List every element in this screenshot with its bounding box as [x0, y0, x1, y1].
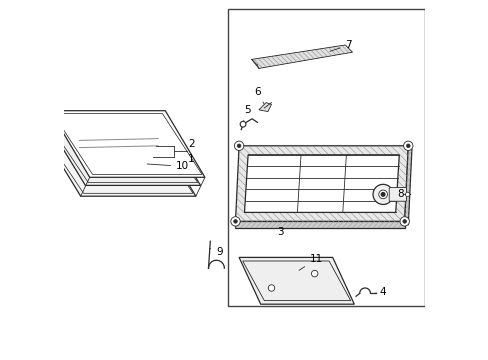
Circle shape: [402, 220, 406, 223]
Circle shape: [403, 141, 412, 150]
Circle shape: [406, 144, 409, 148]
Polygon shape: [404, 146, 411, 225]
Polygon shape: [239, 257, 354, 304]
Circle shape: [240, 121, 245, 127]
Bar: [228, 9, 424, 306]
Text: 1: 1: [187, 154, 194, 165]
Circle shape: [311, 270, 317, 277]
Circle shape: [233, 220, 237, 223]
Polygon shape: [235, 146, 407, 221]
Circle shape: [234, 141, 244, 150]
Polygon shape: [235, 221, 404, 228]
Text: 8: 8: [397, 189, 405, 199]
Text: 7: 7: [329, 40, 351, 51]
Polygon shape: [251, 45, 352, 68]
FancyBboxPatch shape: [388, 188, 406, 201]
Polygon shape: [46, 121, 200, 185]
Text: 11: 11: [299, 254, 323, 270]
Circle shape: [405, 192, 409, 197]
Text: 4: 4: [373, 287, 386, 297]
Polygon shape: [235, 146, 407, 221]
Circle shape: [372, 184, 392, 204]
Polygon shape: [244, 155, 399, 212]
Polygon shape: [235, 221, 404, 228]
Text: 3: 3: [277, 227, 283, 237]
Polygon shape: [251, 45, 352, 68]
Circle shape: [378, 190, 386, 199]
Text: 9: 9: [209, 247, 222, 257]
Polygon shape: [258, 103, 271, 112]
Circle shape: [381, 193, 384, 196]
Circle shape: [268, 285, 274, 291]
Polygon shape: [41, 131, 196, 196]
Text: 5: 5: [244, 105, 250, 121]
Circle shape: [399, 217, 408, 226]
Circle shape: [230, 217, 240, 226]
Circle shape: [237, 144, 241, 148]
Polygon shape: [404, 146, 411, 225]
Text: 10: 10: [147, 161, 189, 171]
Text: 6: 6: [253, 87, 264, 104]
Text: 2: 2: [187, 139, 194, 149]
Polygon shape: [50, 111, 204, 177]
